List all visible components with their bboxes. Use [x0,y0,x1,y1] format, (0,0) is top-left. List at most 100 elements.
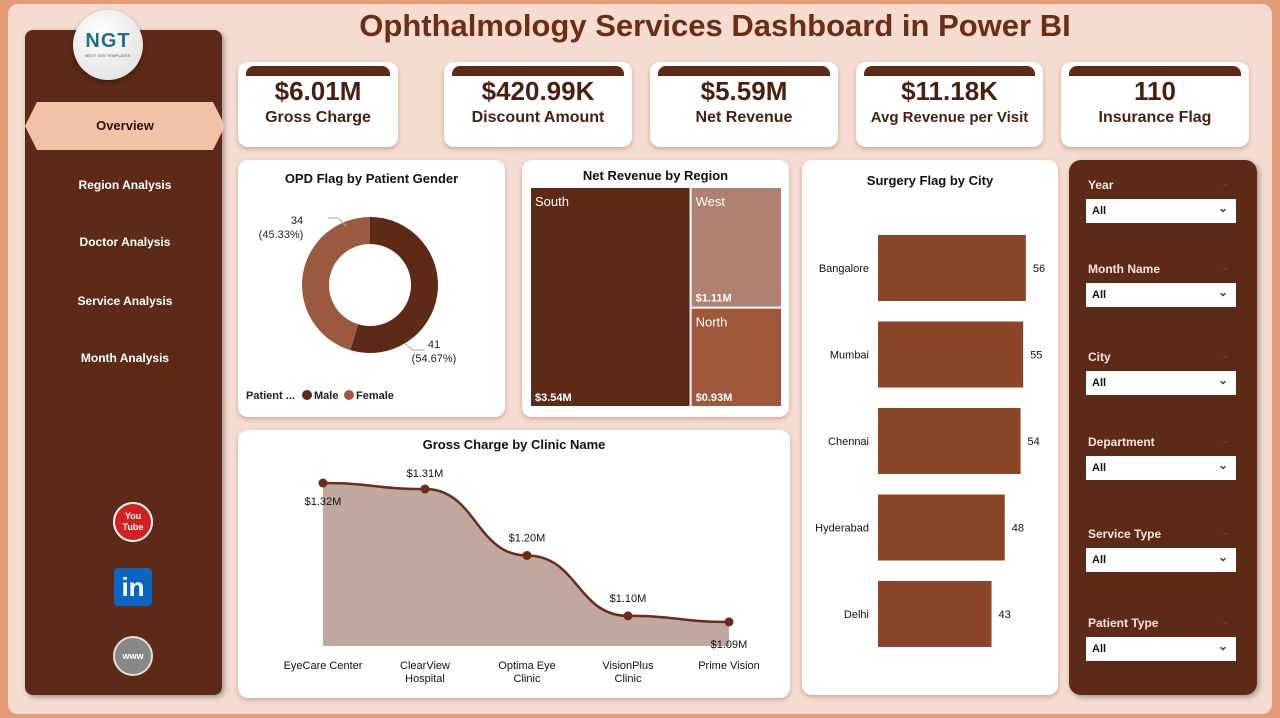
area-chart: $1.32M EyeCare Center $1.31M ClearViewHospi… [284,468,760,685]
x-tick-label: ClearView [400,660,450,672]
x-tick-label: Optima Eye [498,660,555,672]
kpi-discount-amount: $420.99K Discount Amount [444,62,632,147]
treemap-label: West [696,194,726,209]
filter-label: Month Name [1088,262,1160,276]
filter-label: Year [1088,178,1114,192]
treemap-tile-west[interactable] [691,188,781,307]
treemap-value: $1.11M [696,293,732,305]
bar-value-label: 56 [1033,263,1045,275]
filter-value: All [1092,377,1107,389]
data-point[interactable] [724,617,734,627]
filter-dropdown-service-type[interactable]: All ⌄ [1086,548,1236,572]
bar-card: Surgery Flag by City Bangalore 56 Mumbai 55… [802,160,1058,695]
chevron-down-icon[interactable]: ⌄ [1221,616,1230,627]
female-pct-label: (45.33%) [259,229,304,241]
area-fill [323,483,729,646]
bar-delhi[interactable] [878,581,992,647]
kpi-insurance-flag: 110 Insurance Flag [1061,62,1249,147]
bar-value-label: 54 [1028,436,1040,448]
x-tick-label: EyeCare Center [284,660,363,672]
page-title: Ophthalmology Services Dashboard in Powe… [359,8,1071,43]
filter-panel: Year ⌄ All ⌄ Month Name ⌄ All ⌄ City ⌄ All ⌄ D… [1069,160,1257,695]
chevron-down-icon[interactable]: ⌄ [1221,178,1230,189]
bar-value-label: 43 [999,609,1011,621]
data-point[interactable] [318,478,328,488]
filter-dropdown-department[interactable]: All ⌄ [1086,456,1236,480]
youtube-icon[interactable]: You Tube [113,502,153,542]
leader-line [328,217,347,227]
data-point[interactable] [522,550,532,560]
donut-chart: 41 (54.67%) 34 (45.33%) Patient ... Male… [246,215,456,402]
www-icon[interactable]: www [113,636,153,676]
bar-chart: Bangalore 56 Mumbai 55 Chennai 54 Hyderabad 48 D… [815,235,1045,647]
kpi-gross-charge: $6.01M Gross Charge [238,62,398,147]
bar-bangalore[interactable] [878,235,1026,301]
donut-slice-female[interactable] [302,217,370,351]
filter-label: Patient Type [1088,616,1159,630]
legend-male-swatch [302,390,312,400]
filter-label: Department [1088,435,1155,449]
treemap-card: Net Revenue by Region South $3.54M West $1.… [522,160,789,417]
chevron-down-icon[interactable]: ⌄ [1217,550,1228,564]
x-tick-label: VisionPlus [602,660,654,672]
male-value-label: 41 [428,339,440,351]
nav-doctor-analysis[interactable]: Doctor Analysis [79,235,171,249]
data-label: $1.09M [711,639,748,651]
data-point[interactable] [623,611,633,621]
y-tick-label: Chennai [828,436,869,448]
treemap-value: $3.54M [535,392,572,404]
bar-mumbai[interactable] [878,321,1024,388]
treemap-tile-south[interactable] [531,188,690,406]
filter-value: All [1092,643,1107,655]
filter-dropdown-city[interactable]: All ⌄ [1086,371,1236,395]
chevron-down-icon[interactable]: ⌄ [1217,373,1228,387]
filter-label: City [1088,350,1111,364]
nav-month-analysis[interactable]: Month Analysis [80,351,170,365]
chevron-down-icon[interactable]: ⌄ [1217,639,1228,653]
chevron-down-icon[interactable]: ⌄ [1221,435,1230,446]
female-value-label: 34 [291,215,303,227]
filter-dropdown-month-name[interactable]: All ⌄ [1086,283,1236,307]
ngt-logo: NGT NEXT GEN TEMPLATES [73,10,143,80]
bar-value-label: 48 [1012,523,1024,535]
nav-region-analysis[interactable]: Region Analysis [78,178,172,192]
chevron-down-icon[interactable]: ⌄ [1217,201,1228,215]
treemap-chart: South $3.54M West $1.11M North $0.93M [531,188,781,406]
data-label: $1.10M [610,593,647,605]
chevron-down-icon[interactable]: ⌄ [1217,285,1228,299]
data-label: $1.31M [407,468,444,480]
nav-overview[interactable]: Overview [25,102,225,150]
treemap-label: South [535,194,569,209]
chevron-down-icon[interactable]: ⌄ [1221,262,1230,273]
filter-value: All [1092,289,1107,301]
legend-female[interactable]: Female [356,390,394,402]
data-label: $1.20M [509,532,546,544]
legend-female-swatch [344,390,354,400]
treemap-tile-north[interactable] [691,308,781,406]
y-tick-label: Hyderabad [815,523,869,535]
linkedin-icon[interactable]: in [114,568,152,606]
filter-label: Service Type [1088,527,1162,541]
data-label: $1.32M [305,496,342,508]
data-point[interactable] [420,484,430,494]
filter-value: All [1092,462,1107,474]
filter-value: All [1092,205,1107,217]
chevron-down-icon[interactable]: ⌄ [1221,350,1230,361]
y-tick-label: Bangalore [819,263,869,275]
kpi-net-revenue: $5.59M Net Revenue [650,62,838,147]
legend-male[interactable]: Male [314,390,338,402]
filter-dropdown-patient-type[interactable]: All ⌄ [1086,637,1236,661]
nav-service-analysis[interactable]: Service Analysis [77,294,173,308]
bar-hyderabad[interactable] [878,494,1005,561]
chevron-down-icon[interactable]: ⌄ [1221,527,1230,538]
treemap-label: North [696,315,728,330]
x-tick-label: Prime Vision [698,660,760,672]
leader-line [403,342,425,351]
donut-slice-male[interactable] [350,217,438,353]
bar-chennai[interactable] [878,408,1021,474]
y-tick-label: Mumbai [830,350,869,362]
filter-value: All [1092,554,1107,566]
filter-dropdown-year[interactable]: All ⌄ [1086,199,1236,223]
chevron-down-icon[interactable]: ⌄ [1217,458,1228,472]
area-card: Gross Charge by Clinic Name $1.32M EyeCar… [238,430,790,698]
